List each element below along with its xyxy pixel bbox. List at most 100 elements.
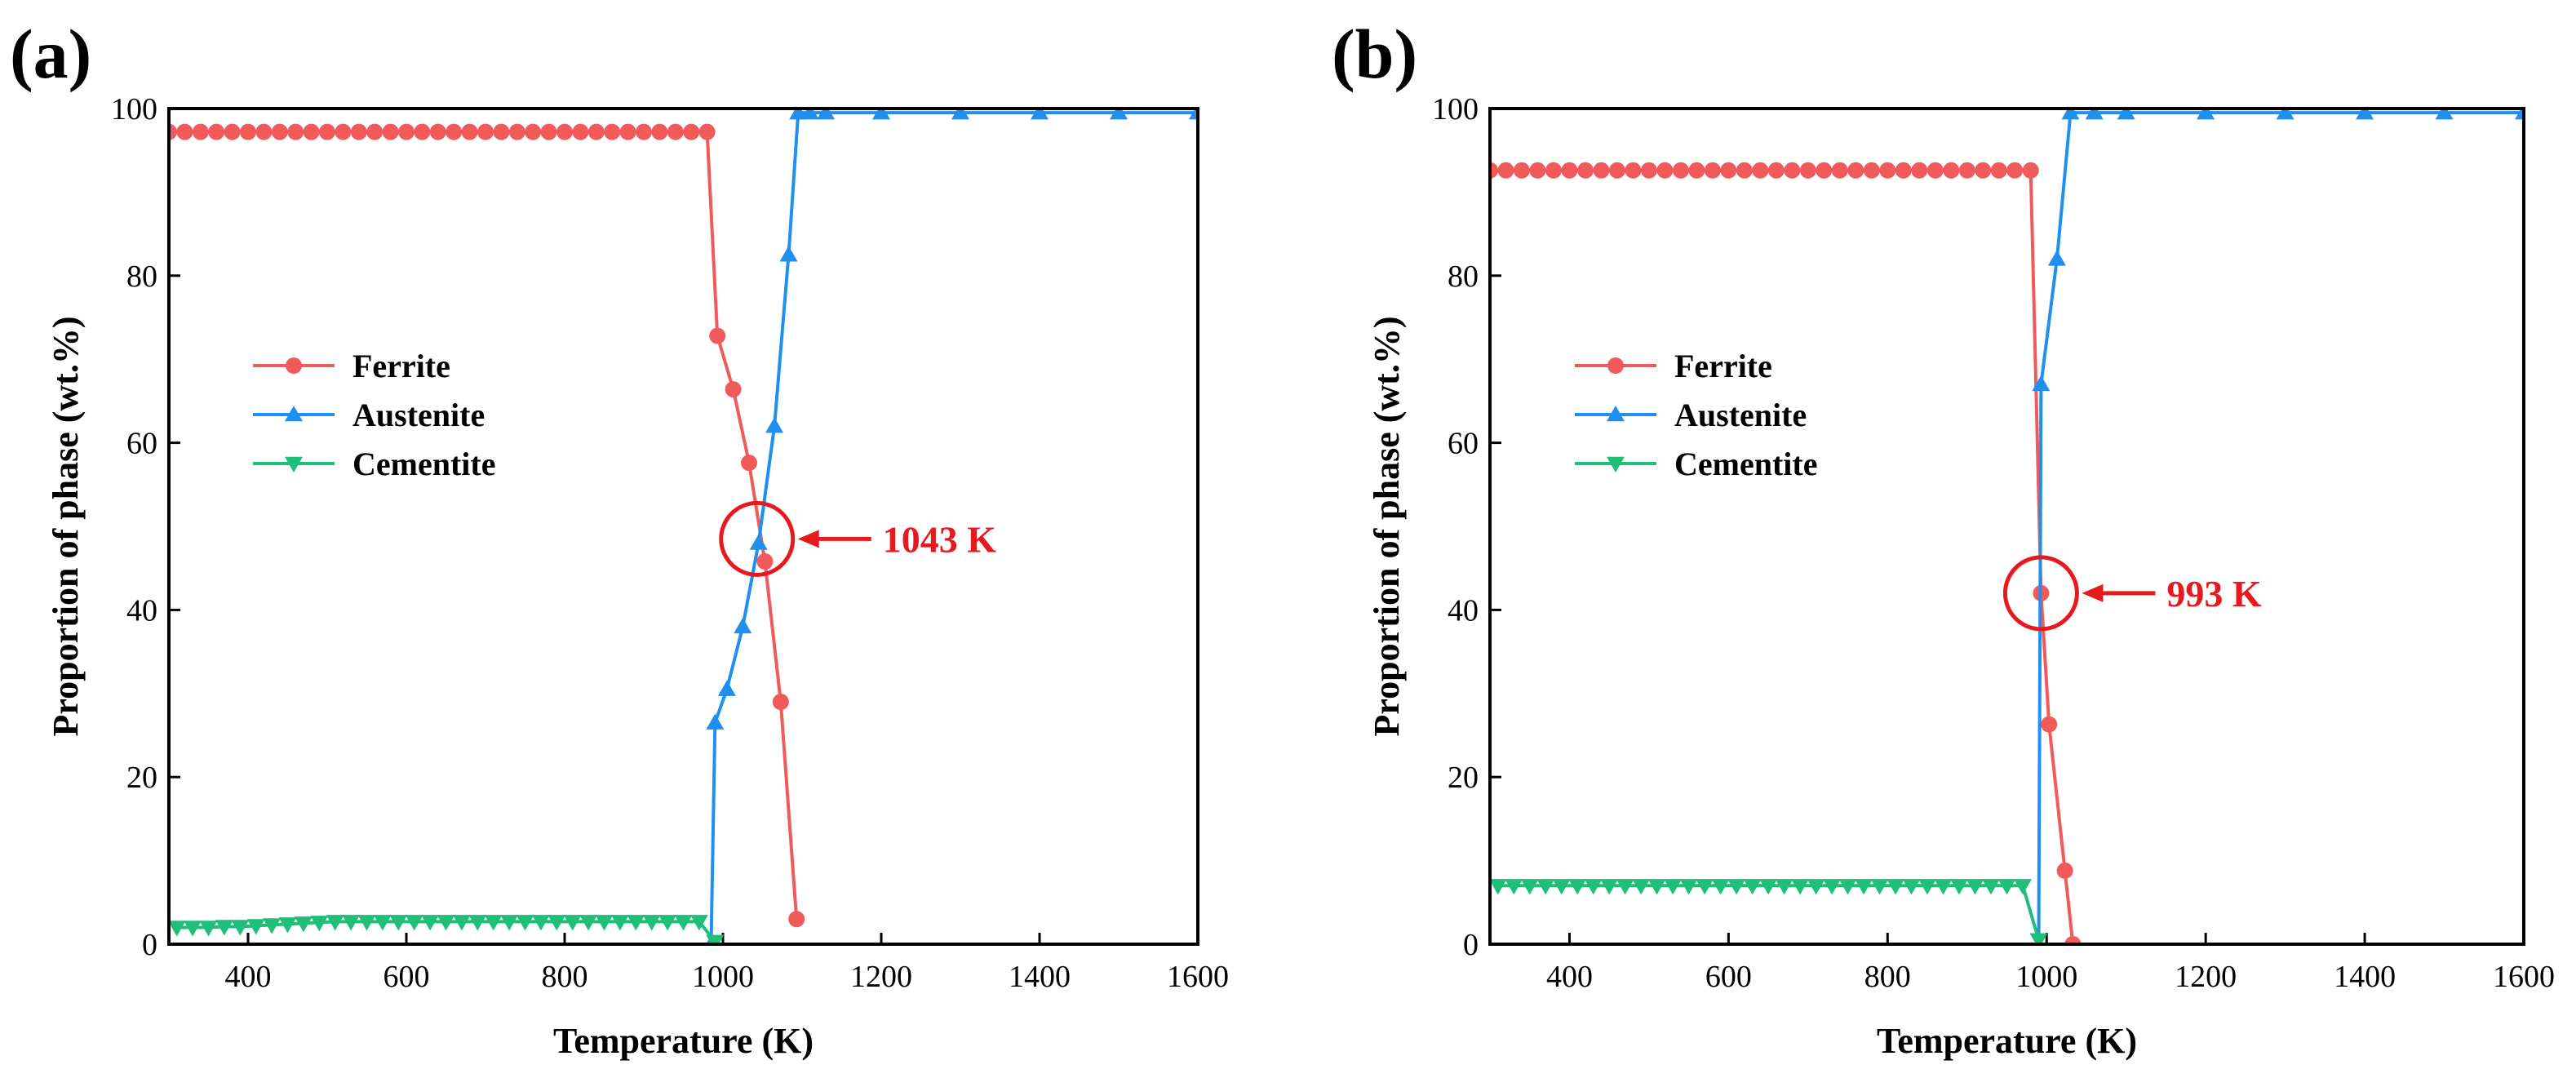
ferrite-point <box>176 123 193 140</box>
ferrite-point <box>556 123 573 140</box>
cementite-point <box>1997 879 2016 895</box>
legend-label: Austenite <box>352 397 485 433</box>
ferrite-point <box>1513 162 1530 179</box>
cementite-point <box>1902 879 1921 895</box>
cementite-point <box>642 915 661 931</box>
y-tick-label: 40 <box>126 593 157 628</box>
x-axis-title: Temperature (K) <box>1877 1021 2137 1061</box>
cementite-point <box>263 918 282 934</box>
austenite-point <box>717 680 736 696</box>
cementite-point <box>246 919 265 935</box>
legend-entry-cementite: Cementite <box>1575 446 1817 482</box>
x-tick-label: 600 <box>384 960 430 994</box>
ferrite-point <box>366 123 384 140</box>
cementite-point <box>658 915 677 931</box>
x-tick-label: 1200 <box>850 960 912 994</box>
x-tick-label: 1400 <box>2334 960 2396 994</box>
y-tick-label: 20 <box>1448 761 1479 795</box>
cementite-point <box>579 915 598 931</box>
ferrite-point <box>788 911 805 928</box>
cementite-point <box>1696 879 1714 895</box>
y-tick-label: 80 <box>1448 260 1479 294</box>
cementite-point <box>215 920 233 936</box>
ferrite-point <box>1656 162 1674 179</box>
cementite-point <box>1632 879 1651 895</box>
cementite-point <box>627 915 645 931</box>
plot-area <box>1490 107 2524 946</box>
ferrite-point <box>192 123 209 140</box>
annotation: 1043 K <box>719 500 996 577</box>
x-tick-label: 800 <box>1864 960 1911 994</box>
legend-entry-ferrite: Ferrite <box>1575 348 1772 384</box>
x-tick-label: 1000 <box>2015 960 2077 994</box>
cementite-point <box>231 920 250 936</box>
annotation-arrowhead <box>2082 583 2104 602</box>
cementite-point <box>1966 879 1984 895</box>
ferrite-point <box>1625 162 1642 179</box>
cementite-point <box>1934 879 1953 895</box>
ferrite-point <box>2056 862 2073 879</box>
austenite-point <box>2276 107 2294 120</box>
cementite-point <box>1807 879 1825 895</box>
axes-frame <box>1488 107 2525 946</box>
annotation-circle <box>2002 555 2079 632</box>
ferrite-point <box>271 123 288 140</box>
austenite-point <box>779 246 798 262</box>
ferrite-point <box>461 123 478 140</box>
cementite-point <box>1775 879 1793 895</box>
ferrite-point <box>1672 162 1689 179</box>
cementite-point <box>1490 879 1507 895</box>
cementite-point <box>1950 879 1969 895</box>
panel-label: (a) <box>10 15 91 93</box>
ferrite-point <box>709 327 726 344</box>
x-tick-label: 1000 <box>692 960 754 994</box>
panel-a: (a) 400 600 800 1000 1200 1400 1600 0 20 40 60 80 100… <box>10 15 1229 1061</box>
cementite-point <box>1823 879 1842 895</box>
ferrite-point <box>1561 162 1578 179</box>
legend-label: Cementite <box>1674 446 1817 482</box>
ferrite-point <box>1736 162 1753 179</box>
cementite-point <box>1616 879 1634 895</box>
ferrite-point <box>604 123 621 140</box>
austenite-point <box>1031 107 1049 120</box>
cementite-point <box>1600 879 1619 895</box>
cementite-point <box>1568 879 1587 895</box>
ferrite-point <box>335 123 352 140</box>
y-tick-label: 100 <box>1432 92 1479 126</box>
cementite-point <box>1664 879 1683 895</box>
x-axis-title: Temperature (K) <box>553 1021 814 1061</box>
legend-marker <box>1607 406 1625 422</box>
ferrite-point <box>2006 162 2024 179</box>
cementite-point <box>405 915 423 931</box>
ferrite-point <box>1608 162 1625 179</box>
x-tick-label: 400 <box>1546 960 1593 994</box>
cementite-point <box>452 915 471 931</box>
austenite-point <box>765 417 784 433</box>
legend-entry-ferrite: Ferrite <box>253 348 450 384</box>
ferrite-point <box>319 123 335 140</box>
series-ferrite <box>1490 162 2082 946</box>
ferrite-line <box>1490 168 2075 945</box>
austenite-point <box>2435 107 2454 120</box>
austenite-line <box>2037 111 2524 945</box>
series-austenite <box>705 107 1198 946</box>
legend-marker <box>1607 456 1625 473</box>
x-tick-label: 800 <box>542 960 588 994</box>
cementite-point <box>1536 879 1555 895</box>
ferrite-point <box>446 123 463 140</box>
annotation-label: 993 K <box>2166 573 2262 614</box>
y-tick-label: 100 <box>111 92 157 126</box>
cementite-point <box>437 915 455 931</box>
ferrite-point <box>636 123 652 140</box>
ferrite-point <box>1847 162 1864 179</box>
ferrite-point <box>1545 162 1562 179</box>
series-cementite <box>1490 879 2048 946</box>
cementite-point <box>610 915 629 931</box>
austenite-point <box>2117 107 2135 120</box>
plot-area <box>169 107 1198 946</box>
cementite-point <box>1584 879 1603 895</box>
cementite-point <box>674 915 693 931</box>
ferrite-point <box>1752 162 1769 179</box>
panel-label: (b) <box>1332 15 1417 93</box>
annotation-circle <box>719 500 796 577</box>
